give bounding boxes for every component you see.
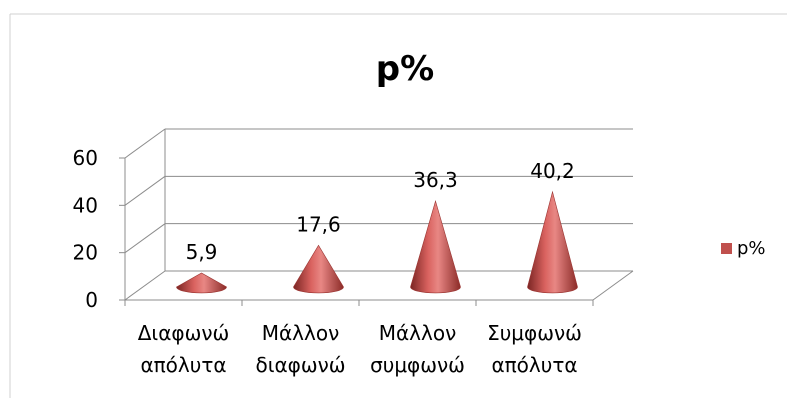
data-label: 40,2 xyxy=(530,159,575,183)
data-label: 36,3 xyxy=(413,168,458,192)
category-label: απόλυτα xyxy=(140,353,226,377)
side-grid-line xyxy=(124,175,166,206)
category-label: συμφωνώ xyxy=(370,353,465,377)
chart-title: p% xyxy=(376,49,434,89)
category-label: απόλυτα xyxy=(491,353,577,377)
side-grid-line xyxy=(124,128,166,159)
category-labels: Διαφωνώ απόλυτα Μάλλον διαφωνώ Μάλλον συμφωνώ… xyxy=(138,321,582,377)
cone-bar xyxy=(293,244,344,294)
category-label: Μάλλον xyxy=(262,321,340,345)
data-label: 17,6 xyxy=(296,212,341,236)
legend-label: p% xyxy=(737,238,766,259)
data-labels: 5,9 17,6 36,3 40,2 xyxy=(186,159,575,264)
floor-right-edge xyxy=(592,270,634,301)
side-grid-line xyxy=(124,223,166,254)
category-label: διαφωνώ xyxy=(255,353,345,377)
side-grid-line xyxy=(124,270,166,301)
category-label: Διαφωνώ xyxy=(138,321,230,345)
y-tick-label: 20 xyxy=(73,241,98,265)
cone-bar xyxy=(527,190,578,294)
category-label: Μάλλον xyxy=(379,321,457,345)
y-tick-label: 40 xyxy=(73,193,98,217)
cone-body xyxy=(176,272,227,294)
plot-area: 0 20 40 60 xyxy=(73,128,634,312)
cone-body xyxy=(410,199,461,294)
series-cones xyxy=(176,190,578,294)
cone-bar xyxy=(176,272,227,294)
data-label: 5,9 xyxy=(186,240,218,264)
category-label: Συμφωνώ xyxy=(487,321,582,345)
cone-body xyxy=(527,190,578,294)
cone-body xyxy=(293,244,344,294)
cone-bar xyxy=(410,199,461,294)
legend: p% xyxy=(721,238,766,259)
y-tick-label: 60 xyxy=(73,146,98,170)
y-tick-label: 0 xyxy=(85,288,98,312)
legend-swatch xyxy=(721,243,732,254)
